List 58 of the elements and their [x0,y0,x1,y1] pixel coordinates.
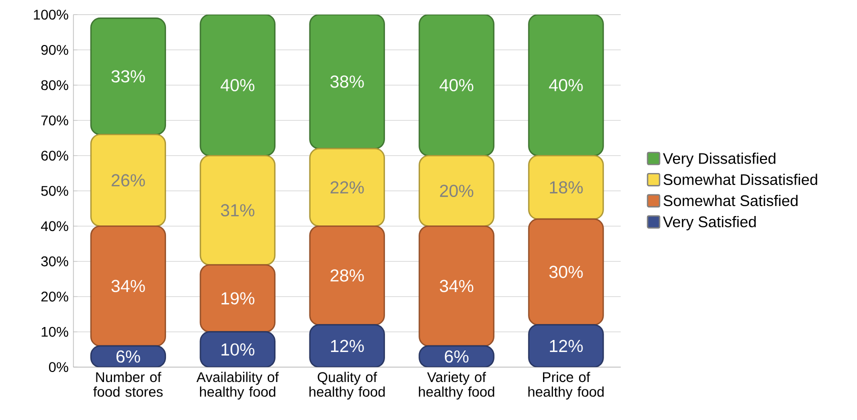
bar [90,134,166,227]
x-tick-label: Quality of healthy food [309,372,385,400]
y-tick-label: 60% [41,150,68,160]
bar [200,154,276,266]
data-label: 31% [220,204,254,216]
data-label: 6% [444,350,468,362]
x-tick-label: Variety of healthy food [418,372,494,400]
x-tick-label: Price of healthy food [528,372,604,400]
bar [309,14,385,150]
data-label: 34% [440,280,474,292]
bar [200,264,276,332]
legend-label: Somewhat Satisfied [664,194,798,206]
y-tick-label: 50% [41,186,68,196]
bar [200,330,276,367]
y-tick-label: 40% [40,220,68,231]
bar [418,225,494,346]
data-label: 28% [330,269,364,282]
data-label: 20% [440,184,474,197]
bar [528,324,604,367]
legend-label: Somewhat Dissatisfied [664,174,818,185]
y-tick-label: 100% [34,9,68,20]
bar [528,218,604,326]
data-label: 40% [220,78,254,92]
bar [90,17,166,135]
x-tick-label: Availability of healthy food [196,372,279,400]
data-label: 12% [331,340,364,352]
bar [309,225,385,326]
bar [418,154,494,227]
bar [309,148,385,227]
data-label: 10% [222,343,254,356]
legend-label: Very Satisfied [662,216,756,230]
data-label: 34% [111,280,145,292]
y-tick-label: 20% [41,291,68,302]
y-tick-label: 70% [41,115,68,126]
bar [418,14,494,156]
data-label: 19% [222,292,254,304]
data-label: 30% [549,266,583,278]
data-label: 18% [550,180,583,194]
bar [309,324,385,367]
bar [528,154,604,220]
legend-label: Very Dissatisfied [662,152,776,167]
data-label: 22% [330,181,364,194]
y-tick-label: 0% [48,362,68,372]
data-label: 33% [111,70,145,82]
y-tick-label: 30% [41,256,68,266]
y-tick-label: 80% [41,80,68,90]
bar [528,14,604,156]
data-label: 40% [549,78,583,92]
data-label: 26% [112,174,145,186]
data-label: 12% [550,340,583,352]
y-tick-label: 90% [41,44,68,55]
bar [90,225,166,346]
data-label: 38% [330,75,364,88]
data-label: 6% [116,350,140,362]
data-label: 40% [440,78,474,92]
y-tick-label: 10% [42,326,68,337]
bar [200,14,276,156]
x-tick-label: Number of food stores [93,372,163,397]
